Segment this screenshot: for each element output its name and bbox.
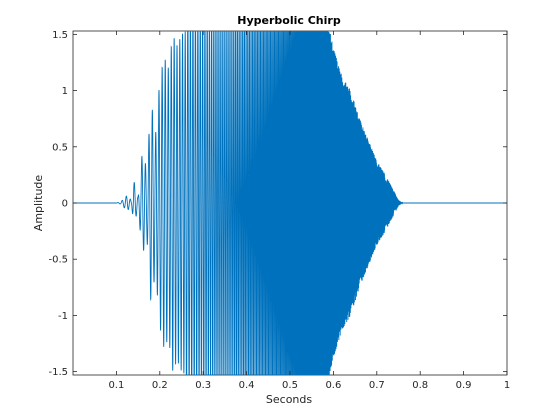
x-tick-label: 0.3 xyxy=(195,380,211,391)
x-axis-label: Seconds xyxy=(266,393,312,406)
y-tick-label: -1 xyxy=(58,311,68,322)
plot-area: 0.1 0.2 0.3 0.4 0.5 0.6 0.7 0.8 0.9 1 1.5 1 0.5 0 -0.… xyxy=(48,30,510,391)
x-tick-label: 0.9 xyxy=(456,380,472,391)
y-tick-label: 0.5 xyxy=(52,142,68,153)
y-tick-label: -0.5 xyxy=(48,255,68,266)
chart-title: Hyperbolic Chirp xyxy=(237,14,341,27)
x-tick-label: 0.6 xyxy=(325,380,341,391)
y-tick-label: 1.5 xyxy=(52,30,68,41)
x-tick-label: 0.5 xyxy=(282,380,298,391)
y-tick-label: 1 xyxy=(62,86,68,97)
x-axis: 0.1 0.2 0.3 0.4 0.5 0.6 0.7 0.8 0.9 1 xyxy=(108,31,510,391)
x-tick-label: 0.4 xyxy=(239,380,255,391)
y-axis: 1.5 1 0.5 0 -0.5 -1 -1.5 xyxy=(48,30,507,378)
x-tick-label: 0.1 xyxy=(108,380,124,391)
series-line-0 xyxy=(73,31,507,375)
x-tick-label: 0.8 xyxy=(412,380,428,391)
series-group xyxy=(73,31,507,375)
x-tick-label: 1 xyxy=(504,380,510,391)
x-tick-label: 0.2 xyxy=(152,380,168,391)
y-axis-label: Amplitude xyxy=(32,175,45,232)
x-tick-label: 0.7 xyxy=(369,380,385,391)
y-tick-label: 0 xyxy=(62,199,68,210)
y-tick-label: -1.5 xyxy=(48,367,68,378)
